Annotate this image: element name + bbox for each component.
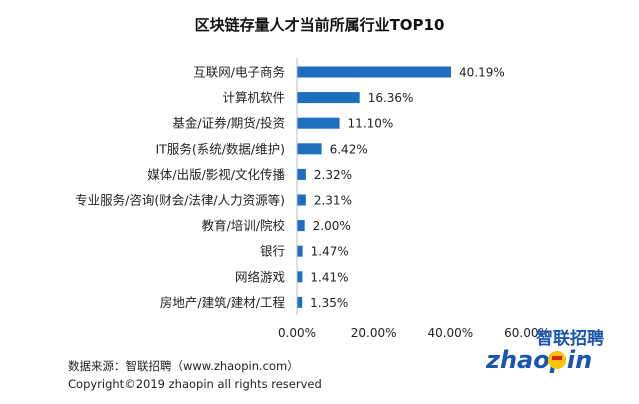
value-label-8: 1.41%	[310, 270, 348, 284]
bar-8	[297, 271, 303, 283]
bar-5	[297, 194, 306, 206]
category-label-3: IT服务(系统/数据/维护)	[156, 141, 286, 156]
copyright-note: Copyright©2019 zhaopin all rights reserv…	[68, 377, 322, 391]
category-label-6: 教育/培训/院校	[202, 218, 286, 233]
value-labels-group: 40.19% 16.36% 11.10% 6.42% 2.32% 2.31% 2.00% 1.…	[310, 66, 505, 310]
value-label-0: 40.19%	[459, 66, 505, 80]
bar-7	[297, 245, 303, 257]
logo-sun-stripe	[552, 356, 562, 360]
category-label-8: 网络游戏	[235, 269, 285, 284]
x-axis-group: 0.00% 20.00% 40.00% 60.00%	[278, 58, 550, 340]
x-tick-label-1: 20.00%	[351, 326, 397, 340]
category-label-5: 专业服务/咨询(财会/法律/人力资源等)	[75, 193, 285, 208]
zhaopin-logo: 智联招聘 zhaopin	[486, 328, 604, 374]
bar-2	[297, 117, 340, 129]
category-label-7: 银行	[260, 244, 285, 259]
value-label-2: 11.10%	[348, 117, 394, 131]
bar-4	[297, 168, 306, 180]
bar-3	[297, 143, 322, 155]
category-label-2: 基金/证券/期货/投资	[172, 116, 285, 131]
category-label-9: 房地产/建筑/建材/工程	[160, 295, 286, 310]
category-label-0: 互联网/电子商务	[193, 65, 285, 80]
value-label-6: 2.00%	[313, 219, 351, 233]
value-label-1: 16.36%	[368, 91, 414, 105]
value-label-4: 2.32%	[314, 168, 352, 182]
value-label-5: 2.31%	[314, 194, 352, 208]
bars-group	[297, 66, 452, 308]
category-label-1: 计算机软件	[222, 90, 285, 105]
bar-6	[297, 220, 305, 232]
logo-text-en: zhaopin	[486, 346, 592, 374]
bar-0	[297, 66, 452, 78]
chart-title: 区块链存量人才当前所属行业TOP10	[194, 16, 445, 34]
bar-1	[297, 92, 360, 104]
bar-9	[297, 296, 303, 308]
value-label-9: 1.35%	[310, 296, 348, 310]
category-label-4: 媒体/出版/影视/文化传播	[147, 167, 285, 182]
data-source-note: 数据来源：智联招聘（www.zhaopin.com）	[68, 359, 299, 373]
value-label-7: 1.47%	[311, 245, 349, 259]
logo-text-cn: 智联招聘	[536, 328, 604, 349]
x-tick-label-3: 60.00%	[504, 326, 550, 340]
value-label-3: 6.42%	[330, 142, 368, 156]
x-tick-label-0: 0.00%	[278, 326, 316, 340]
x-tick-label-2: 40.00%	[427, 326, 473, 340]
